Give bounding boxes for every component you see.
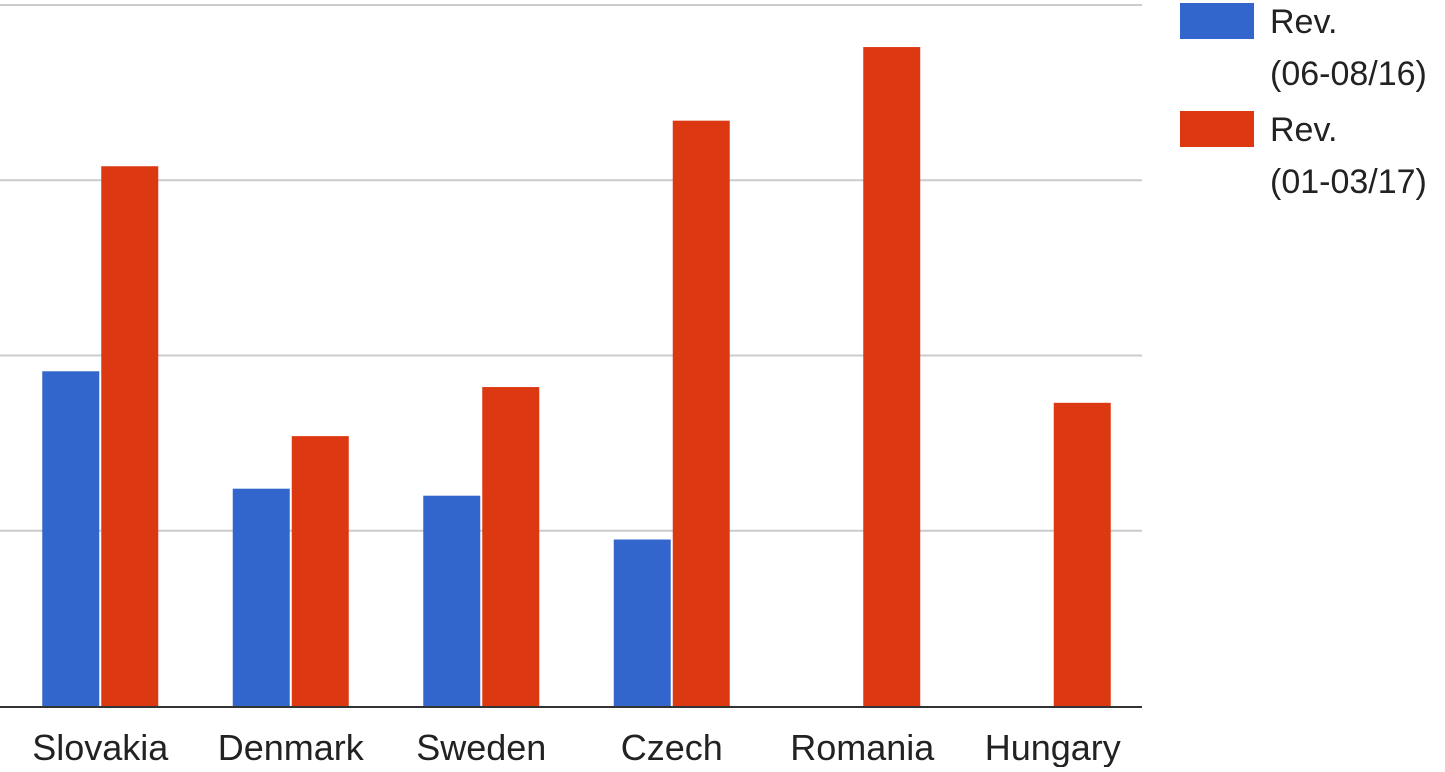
x-tick-label: Hungary: [985, 727, 1121, 767]
x-tick-label: Denmark: [218, 727, 365, 767]
bar-czech-series-1: [613, 539, 671, 706]
legend-label-series-1: Rev. (06-08/16): [1270, 3, 1427, 93]
legend: Rev. (06-08/16) Rev. (01-03/17): [1180, 3, 1427, 201]
legend-swatch-series-1: [1180, 3, 1254, 39]
legend-label-line: (01-03/17): [1270, 163, 1427, 201]
gridlines: [0, 4, 1142, 532]
bars: [42, 47, 1111, 707]
bar-czech-series-2: [672, 120, 730, 707]
bar-romania-series-2: [863, 47, 921, 707]
bar-slovakia-series-1: [42, 371, 100, 706]
bar-slovakia-series-2: [101, 166, 159, 707]
legend-label-line: Rev.: [1270, 3, 1337, 41]
bar-denmark-series-2: [291, 436, 349, 706]
legend-label-series-2: Rev. (01-03/17): [1270, 111, 1427, 201]
x-tick-label: Sweden: [416, 727, 546, 767]
bar-hungary-series-2: [1053, 402, 1111, 706]
legend-label-line: Rev.: [1270, 111, 1337, 149]
legend-label-line: (06-08/16): [1270, 55, 1427, 93]
x-axis: Slovakia Denmark Sweden Czech Romania Hungary: [0, 706, 1142, 768]
bar-sweden-series-1: [423, 495, 481, 706]
x-tick-label: Romania: [790, 727, 935, 767]
bar-sweden-series-2: [482, 387, 540, 706]
x-tick-label: Slovakia: [32, 727, 169, 767]
bar-denmark-series-1: [232, 488, 290, 706]
x-tick-label: Czech: [621, 727, 723, 767]
legend-swatch-series-2: [1180, 111, 1254, 147]
